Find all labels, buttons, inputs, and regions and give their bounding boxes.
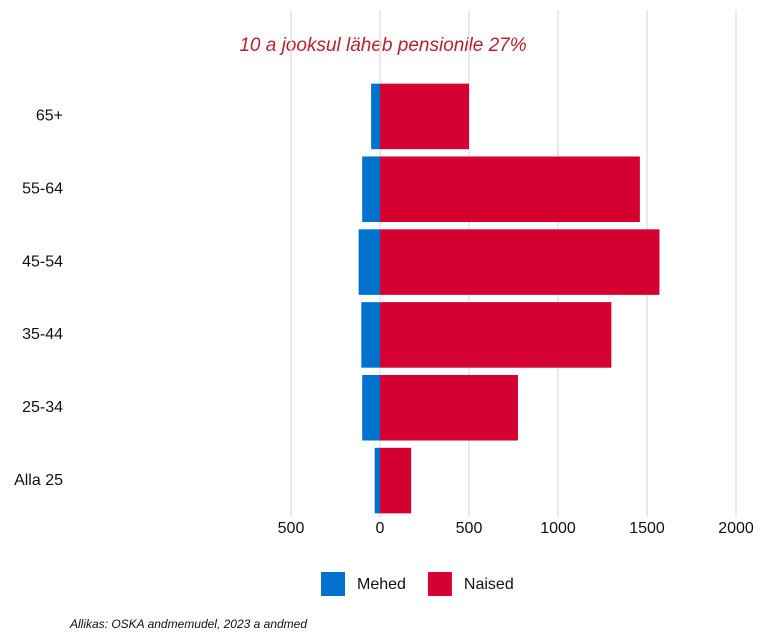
bar [380, 374, 518, 441]
bar [380, 83, 469, 150]
bar [380, 229, 660, 295]
x-tick-label: 0 [376, 520, 385, 537]
legend-swatch [321, 572, 345, 596]
bar [380, 447, 412, 514]
bar [358, 229, 380, 295]
bar [361, 302, 380, 368]
x-tick-label: 2000 [718, 520, 754, 537]
bar [380, 156, 640, 223]
bar [374, 447, 380, 514]
bar [362, 374, 380, 441]
y-tick-label: 35-44 [22, 326, 63, 343]
x-tick-label: 500 [278, 520, 305, 537]
y-tick-label: 45-54 [22, 253, 63, 270]
source-note: Allikas: OSKA andmemudel, 2023 a andmed [69, 617, 307, 631]
y-tick-label: Alla 25 [14, 472, 63, 489]
bar [362, 156, 380, 223]
chart-title: 10 a jooksul läheb pensionile 27% [239, 35, 526, 56]
x-tick-label: 500 [456, 520, 483, 537]
legend-swatch [427, 572, 452, 596]
y-tick-label: 55-64 [22, 180, 63, 197]
bar [371, 83, 380, 150]
bar [380, 302, 612, 368]
y-tick-label: 25-34 [22, 399, 63, 416]
y-tick-label: 65+ [36, 108, 63, 125]
legend-label: Mehed [357, 576, 406, 593]
legend-label: Naised [464, 576, 514, 593]
x-tick-label: 1500 [629, 520, 665, 537]
x-tick-label: 1000 [540, 520, 576, 537]
